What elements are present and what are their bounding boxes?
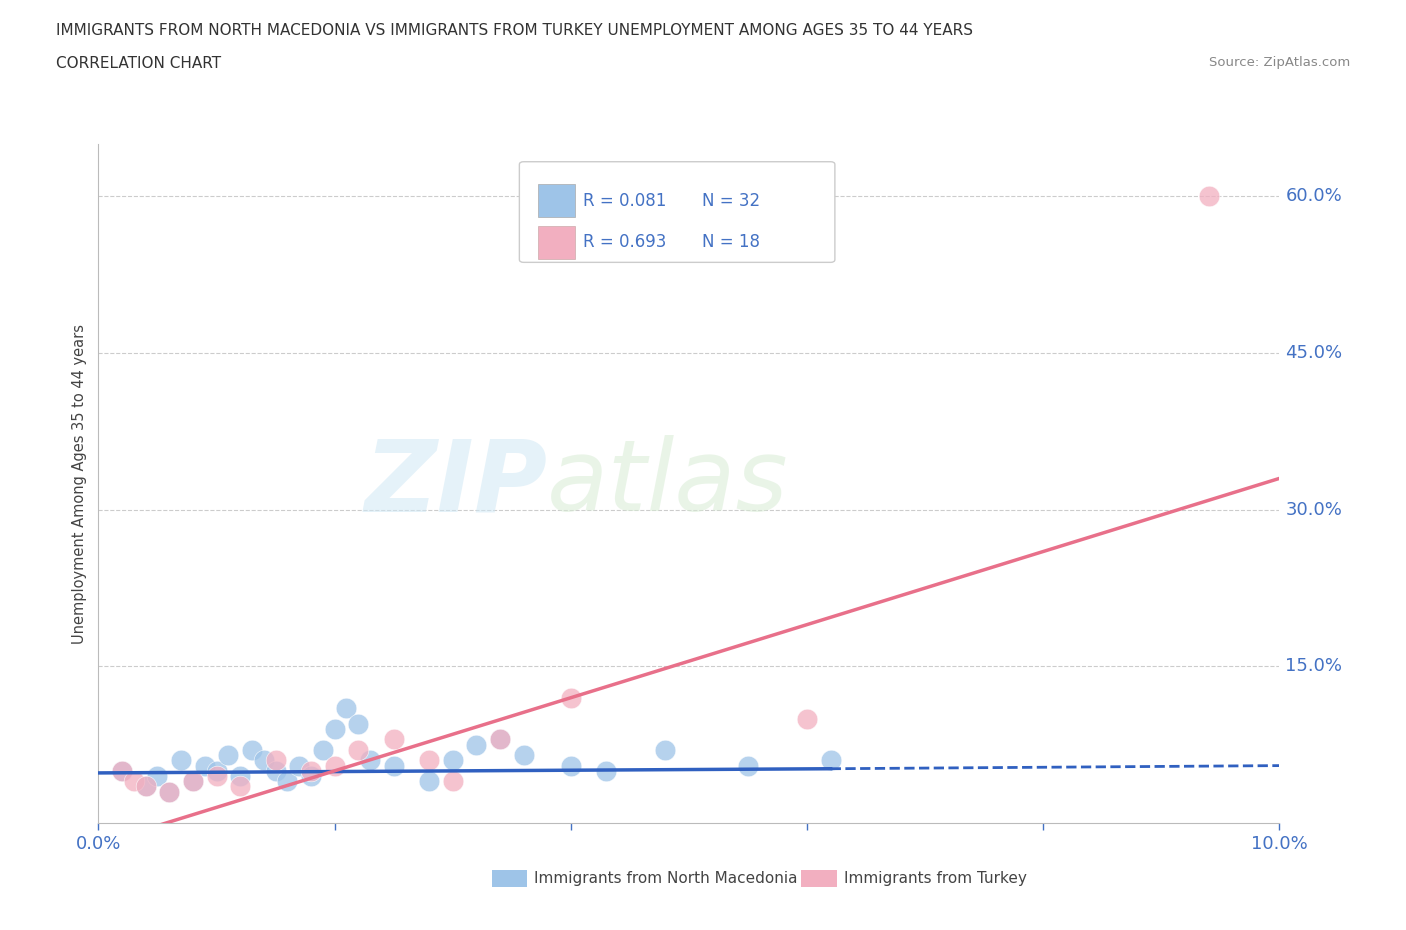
Point: [382, 758, 405, 773]
Text: CORRELATION CHART: CORRELATION CHART: [56, 56, 221, 71]
Point: [560, 690, 582, 705]
Point: [217, 748, 239, 763]
Point: [359, 753, 381, 768]
Text: Source: ZipAtlas.com: Source: ZipAtlas.com: [1209, 56, 1350, 69]
Point: [441, 774, 464, 789]
Point: [146, 768, 169, 783]
Point: [229, 768, 252, 783]
Point: [347, 716, 370, 731]
Point: [560, 758, 582, 773]
Text: atlas: atlas: [547, 435, 789, 532]
Point: [170, 753, 193, 768]
Point: [323, 722, 346, 737]
Point: [489, 732, 512, 747]
Text: 15.0%: 15.0%: [1285, 658, 1343, 675]
Point: [382, 732, 405, 747]
Text: N = 32: N = 32: [702, 192, 759, 209]
Point: [595, 764, 617, 778]
Point: [347, 742, 370, 757]
Point: [111, 764, 134, 778]
Point: [157, 784, 180, 799]
Text: ZIP: ZIP: [364, 435, 547, 532]
Point: [288, 758, 311, 773]
Point: [323, 758, 346, 773]
Point: [181, 774, 204, 789]
Text: R = 0.081: R = 0.081: [583, 192, 666, 209]
Point: [122, 774, 145, 789]
Point: [441, 753, 464, 768]
Point: [418, 774, 440, 789]
Point: [229, 779, 252, 794]
Text: 30.0%: 30.0%: [1285, 500, 1343, 519]
Text: Immigrants from Turkey: Immigrants from Turkey: [844, 871, 1026, 886]
Point: [135, 779, 157, 794]
Point: [1198, 189, 1220, 204]
Text: N = 18: N = 18: [702, 233, 759, 251]
Point: [253, 753, 276, 768]
Point: [205, 764, 228, 778]
Point: [181, 774, 204, 789]
Point: [240, 742, 263, 757]
Y-axis label: Unemployment Among Ages 35 to 44 years: Unemployment Among Ages 35 to 44 years: [72, 324, 87, 644]
Point: [299, 764, 322, 778]
Point: [654, 742, 676, 757]
Text: 60.0%: 60.0%: [1285, 187, 1343, 206]
Text: IMMIGRANTS FROM NORTH MACEDONIA VS IMMIGRANTS FROM TURKEY UNEMPLOYMENT AMONG AGE: IMMIGRANTS FROM NORTH MACEDONIA VS IMMIG…: [56, 23, 973, 38]
Point: [820, 753, 842, 768]
Point: [157, 784, 180, 799]
Text: 45.0%: 45.0%: [1285, 344, 1343, 362]
Point: [205, 768, 228, 783]
Text: Immigrants from North Macedonia: Immigrants from North Macedonia: [534, 871, 797, 886]
Point: [796, 711, 818, 726]
Text: R = 0.693: R = 0.693: [583, 233, 666, 251]
Point: [335, 700, 357, 715]
Point: [135, 779, 157, 794]
Point: [465, 737, 488, 752]
Point: [264, 753, 287, 768]
Point: [512, 748, 534, 763]
Point: [312, 742, 335, 757]
Point: [194, 758, 217, 773]
Point: [418, 753, 440, 768]
Point: [737, 758, 759, 773]
Point: [489, 732, 512, 747]
Point: [299, 768, 322, 783]
Point: [111, 764, 134, 778]
Point: [264, 764, 287, 778]
Point: [276, 774, 298, 789]
